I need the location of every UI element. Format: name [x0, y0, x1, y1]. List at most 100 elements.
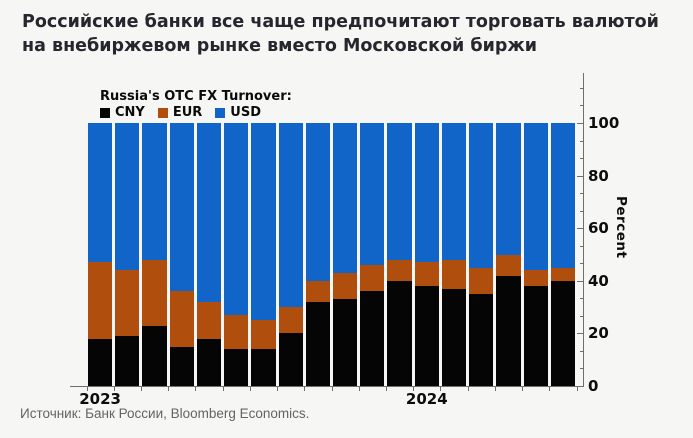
- x-tick: [277, 387, 279, 391]
- year-label-2024: 2024: [405, 390, 448, 408]
- segment-eur-2023-09: [305, 280, 330, 302]
- bar-2024-06: [550, 123, 575, 386]
- segment-cny-2023-01: [88, 338, 113, 386]
- y-minor-tick: [580, 315, 583, 317]
- bar-2023-06: [224, 123, 249, 386]
- bar-2023-04: [169, 123, 194, 386]
- segment-cny-2023-05: [196, 338, 222, 386]
- segment-cny-2023-09: [305, 301, 330, 386]
- usd-swatch: [215, 107, 226, 118]
- segment-eur-2023-06: [224, 315, 249, 350]
- segment-usd-2023-05: [196, 123, 222, 302]
- x-tick: [358, 387, 360, 391]
- y-tick-label-20: 20: [588, 324, 609, 343]
- segment-cny-2023-11: [360, 291, 385, 386]
- source-note: Источник: Банк России, Bloomberg Economi…: [20, 406, 310, 421]
- segment-usd-2024-05: [523, 123, 548, 271]
- x-tick: [249, 387, 251, 391]
- legend-title: Russia's OTC FX Turnover:: [100, 89, 292, 104]
- bar-2023-11: [360, 123, 385, 386]
- y-axis-line: [583, 73, 584, 386]
- x-tick: [140, 387, 142, 391]
- y-minor-tick: [580, 298, 583, 300]
- bar-2023-08: [278, 123, 303, 386]
- chart-legend: Russia's OTC FX Turnover: CNY EUR USD: [100, 89, 292, 120]
- segment-eur-2023-07: [251, 320, 276, 350]
- bar-2024-05: [523, 123, 548, 386]
- segment-cny-2023-08: [278, 333, 303, 386]
- bars-area: [88, 123, 575, 386]
- segment-cny-2023-07: [251, 349, 276, 386]
- headline: Российские банки все чаще предпочитают т…: [22, 12, 659, 56]
- x-tick: [86, 387, 88, 391]
- x-tick: [195, 387, 197, 391]
- x-tick: [413, 387, 415, 391]
- segment-usd-2024-02: [441, 123, 467, 260]
- segment-cny-2024-04: [496, 275, 521, 386]
- bar-2023-10: [332, 123, 358, 386]
- segment-cny-2024-05: [523, 286, 548, 386]
- y-axis-title: Percent: [613, 196, 629, 259]
- bar-2024-04: [496, 123, 521, 386]
- y-tick-40: [577, 280, 583, 282]
- bar-2023-12: [387, 123, 412, 386]
- legend-item-usd: USD: [215, 105, 261, 120]
- y-minor-tick: [580, 368, 583, 370]
- bar-2023-09: [305, 123, 330, 386]
- segment-usd-2023-03: [142, 123, 167, 260]
- segment-eur-2023-04: [169, 291, 194, 347]
- y-minor-tick: [580, 350, 583, 352]
- bar-2024-02: [441, 123, 467, 386]
- legend-item-eur: EUR: [157, 105, 203, 120]
- bar-2023-07: [251, 123, 276, 386]
- segment-cny-2023-10: [332, 299, 358, 386]
- segment-eur-2024-05: [523, 270, 548, 287]
- segment-usd-2023-12: [387, 123, 412, 260]
- x-tick: [113, 387, 115, 391]
- x-tick: [440, 387, 442, 391]
- segment-cny-2024-01: [414, 286, 439, 386]
- y-tick-label-0: 0: [588, 377, 599, 395]
- segment-usd-2023-01: [88, 123, 113, 263]
- x-tick: [549, 387, 551, 391]
- segment-cny-2023-12: [387, 280, 412, 386]
- x-tick: [331, 387, 333, 391]
- y-minor-tick: [580, 263, 583, 265]
- legend-label-eur: EUR: [172, 105, 203, 120]
- legend-item-cny: CNY: [100, 105, 145, 120]
- segment-eur-2023-10: [332, 272, 358, 300]
- x-axis-line: [70, 386, 584, 387]
- segment-eur-2024-02: [441, 259, 467, 289]
- segment-usd-2023-06: [224, 123, 249, 315]
- segment-cny-2023-02: [115, 336, 140, 386]
- legend-items: CNY EUR USD: [100, 105, 292, 120]
- y-minor-tick: [580, 140, 583, 142]
- segment-usd-2024-04: [496, 123, 521, 255]
- segment-usd-2023-08: [278, 123, 303, 308]
- y-minor-tick: [580, 193, 583, 195]
- segment-eur-2023-03: [142, 259, 167, 326]
- cny-swatch: [100, 107, 110, 118]
- segment-cny-2024-02: [441, 288, 467, 386]
- legend-label-cny: CNY: [115, 105, 145, 120]
- y-minor-tick: [580, 87, 583, 89]
- segment-eur-2024-04: [496, 254, 521, 276]
- segment-eur-2024-03: [469, 267, 494, 294]
- segment-eur-2023-12: [387, 259, 412, 281]
- segment-cny-2024-03: [469, 293, 494, 386]
- segment-cny-2024-06: [550, 280, 575, 386]
- segment-eur-2023-02: [115, 270, 140, 337]
- y-tick-0: [577, 386, 583, 387]
- y-minor-tick: [580, 105, 583, 107]
- bar-2023-01: [88, 123, 113, 386]
- y-minor-tick: [580, 245, 583, 247]
- legend-label-usd: USD: [230, 105, 262, 120]
- y-minor-tick: [580, 210, 583, 212]
- segment-usd-2023-09: [305, 123, 330, 281]
- eur-swatch: [157, 107, 168, 118]
- segment-eur-2023-05: [196, 301, 222, 339]
- bar-2024-03: [469, 123, 494, 386]
- x-tick: [385, 387, 387, 391]
